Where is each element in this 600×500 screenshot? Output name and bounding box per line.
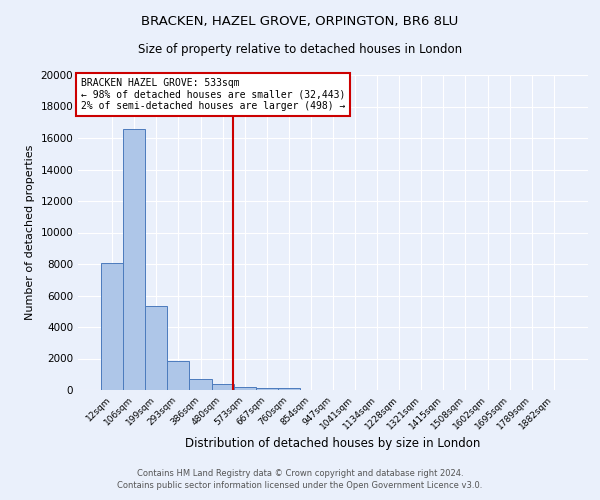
Y-axis label: Number of detached properties: Number of detached properties [25, 145, 35, 320]
Text: Size of property relative to detached houses in London: Size of property relative to detached ho… [138, 42, 462, 56]
Bar [256, 388, 278, 390]
Bar [167, 362, 190, 390]
Bar [145, 306, 167, 390]
Bar [123, 128, 145, 390]
Bar [190, 379, 212, 390]
Text: Contains public sector information licensed under the Open Government Licence v3: Contains public sector information licen… [118, 481, 482, 490]
Bar [212, 384, 233, 390]
Bar [101, 263, 123, 390]
Text: BRACKEN HAZEL GROVE: 533sqm
← 98% of detached houses are smaller (32,443)
2% of : BRACKEN HAZEL GROVE: 533sqm ← 98% of det… [80, 78, 345, 112]
Text: BRACKEN, HAZEL GROVE, ORPINGTON, BR6 8LU: BRACKEN, HAZEL GROVE, ORPINGTON, BR6 8LU [142, 15, 458, 28]
Text: Contains HM Land Registry data © Crown copyright and database right 2024.: Contains HM Land Registry data © Crown c… [137, 468, 463, 477]
X-axis label: Distribution of detached houses by size in London: Distribution of detached houses by size … [185, 436, 481, 450]
Bar [233, 386, 256, 390]
Bar [278, 388, 300, 390]
